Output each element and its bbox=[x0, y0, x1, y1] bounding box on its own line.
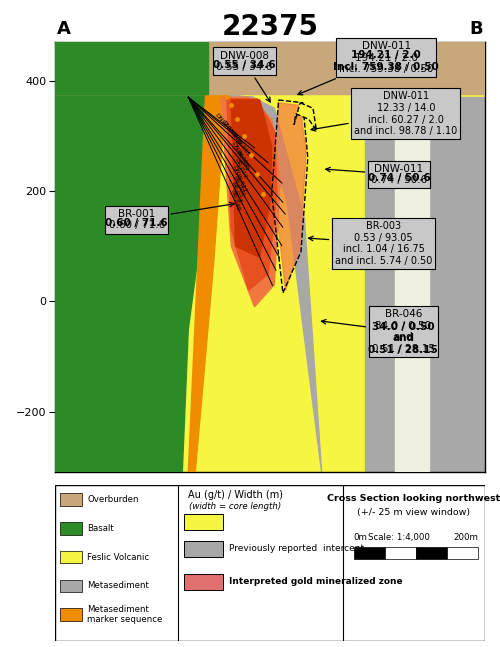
Text: DNW-008: DNW-008 bbox=[231, 141, 250, 169]
Text: BR-046
34.0 / 0.50
and
0.51 / 28.15: BR-046 34.0 / 0.50 and 0.51 / 28.15 bbox=[322, 309, 435, 354]
Text: (+/- 25 m view window): (+/- 25 m view window) bbox=[358, 508, 470, 517]
Bar bbox=[184, 574, 222, 590]
Bar bbox=[184, 514, 222, 530]
Text: Metasediment: Metasediment bbox=[88, 581, 149, 590]
Text: DNW-011
12.33 / 14.0
incl. 60.27 / 2.0
and incl. 98.78 / 1.10: DNW-011 12.33 / 14.0 incl. 60.27 / 2.0 a… bbox=[311, 91, 458, 136]
Text: Overburden: Overburden bbox=[88, 495, 139, 504]
Text: Previously reported  intercept: Previously reported intercept bbox=[229, 544, 364, 553]
FancyBboxPatch shape bbox=[55, 485, 485, 641]
Text: Interpreted gold mineralized zone: Interpreted gold mineralized zone bbox=[229, 577, 403, 586]
Text: 34.0 / 0.50
and
0.51 / 28.15: 34.0 / 0.50 and 0.51 / 28.15 bbox=[368, 322, 438, 355]
Text: BR-003: BR-003 bbox=[230, 181, 242, 204]
Polygon shape bbox=[394, 100, 429, 472]
Bar bbox=[60, 580, 82, 592]
Bar bbox=[385, 547, 416, 559]
Text: DNW-011
194.21 / 2.0
Incl. 759.38 / 0.50: DNW-011 194.21 / 2.0 Incl. 759.38 / 0.50 bbox=[298, 41, 434, 95]
Polygon shape bbox=[188, 94, 227, 472]
Polygon shape bbox=[274, 103, 306, 291]
Text: BR-004: BR-004 bbox=[232, 174, 244, 197]
Text: 0.74 / 50.6: 0.74 / 50.6 bbox=[368, 173, 430, 182]
Bar bbox=[184, 541, 222, 557]
Text: DNW-004: DNW-004 bbox=[214, 112, 236, 138]
Text: Feslic Volcanic: Feslic Volcanic bbox=[88, 553, 150, 562]
Polygon shape bbox=[221, 97, 280, 307]
Text: 200m: 200m bbox=[454, 533, 478, 542]
Text: Cross Section looking northwest: Cross Section looking northwest bbox=[328, 494, 500, 503]
Text: DNW-011: DNW-011 bbox=[232, 164, 248, 193]
Polygon shape bbox=[227, 99, 277, 291]
Title: 22375: 22375 bbox=[222, 13, 318, 41]
Polygon shape bbox=[294, 103, 316, 130]
Bar bbox=[60, 608, 82, 620]
Text: (width = core length): (width = core length) bbox=[190, 502, 282, 511]
Polygon shape bbox=[55, 94, 208, 472]
Bar bbox=[416, 547, 446, 559]
Text: Scale: 1:4,000: Scale: 1:4,000 bbox=[368, 533, 430, 542]
Text: 0.60 / 71.6: 0.60 / 71.6 bbox=[106, 218, 168, 228]
Text: BR-012: BR-012 bbox=[234, 158, 247, 180]
Bar bbox=[354, 547, 385, 559]
Text: BR-046: BR-046 bbox=[229, 190, 240, 212]
Text: 0.55 / 34.6: 0.55 / 34.6 bbox=[213, 60, 276, 70]
Bar bbox=[446, 547, 478, 559]
Bar bbox=[60, 522, 82, 534]
Text: BR-003
0.53 / 93.05
incl. 1.04 / 16.75
and incl. 5.74 / 0.50: BR-003 0.53 / 93.05 incl. 1.04 / 16.75 a… bbox=[308, 221, 432, 266]
Polygon shape bbox=[232, 100, 272, 257]
Text: A: A bbox=[57, 20, 71, 38]
Polygon shape bbox=[364, 97, 485, 472]
Bar bbox=[60, 551, 82, 564]
Text: Au (g/t) / Width (m): Au (g/t) / Width (m) bbox=[188, 490, 283, 500]
Text: DNW-006: DNW-006 bbox=[221, 120, 243, 146]
Polygon shape bbox=[212, 94, 322, 472]
Polygon shape bbox=[55, 42, 208, 94]
Text: DNW-011
0.74 / 50.6: DNW-011 0.74 / 50.6 bbox=[326, 164, 427, 185]
Text: B: B bbox=[469, 20, 483, 38]
Polygon shape bbox=[55, 42, 485, 94]
Text: Basalt: Basalt bbox=[88, 524, 114, 533]
Text: BR-001: BR-001 bbox=[234, 151, 249, 173]
Bar bbox=[60, 494, 82, 506]
Text: DNW-005: DNW-005 bbox=[230, 131, 250, 158]
Text: 194.21 / 2.0
Incl. 759.38 / 0.50: 194.21 / 2.0 Incl. 759.38 / 0.50 bbox=[333, 50, 439, 72]
Polygon shape bbox=[55, 42, 485, 472]
Text: 0m: 0m bbox=[354, 533, 368, 542]
Text: Metasediment
marker sequence: Metasediment marker sequence bbox=[88, 605, 162, 624]
Text: BR-001
0.60 / 71.6: BR-001 0.60 / 71.6 bbox=[108, 203, 234, 230]
Text: DNW-008
0.55 / 34.6: DNW-008 0.55 / 34.6 bbox=[216, 50, 272, 102]
